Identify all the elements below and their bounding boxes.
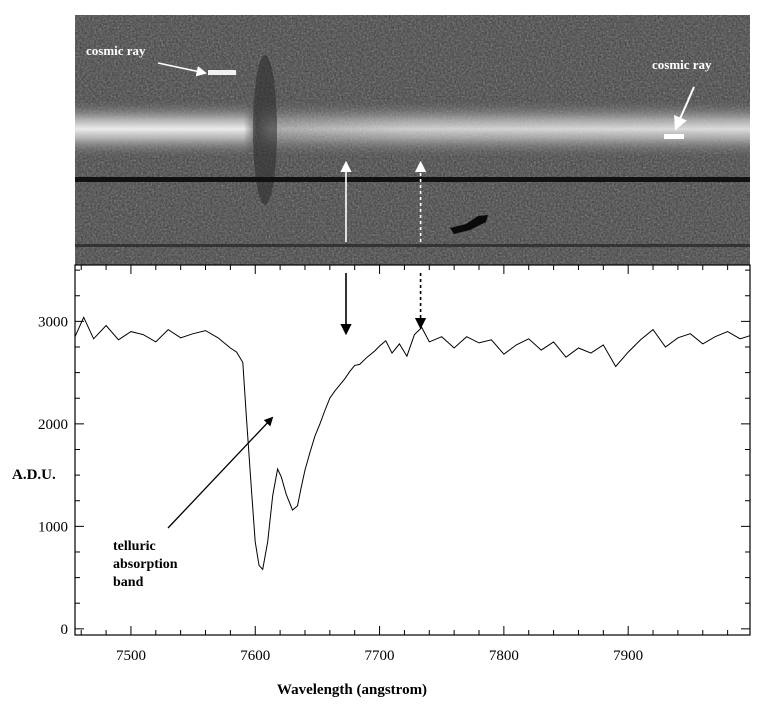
telluric-line-3: band	[113, 575, 144, 590]
x-tick-label: 7900	[613, 648, 643, 664]
cosmic-ray-left	[208, 70, 236, 75]
y-tick-label: 1000	[38, 519, 68, 535]
dark-row-line	[75, 177, 750, 182]
y-axis-title: A.D.U.	[12, 467, 56, 483]
telluric-arrow	[167, 416, 274, 529]
spectrum-trace-band	[75, 98, 750, 160]
spectrum-series-line	[74, 316, 751, 571]
y-axis-ticks	[75, 269, 750, 630]
dark-row-line-faint	[75, 244, 750, 247]
y-tick-label: 2000	[38, 417, 68, 433]
x-tick-label: 7500	[116, 648, 146, 664]
telluric-dark-column	[253, 55, 277, 205]
cosmic-ray-right-label: cosmic ray	[652, 57, 712, 72]
x-axis-tick-labels: 7500 7600 7700 7800 7900	[116, 648, 643, 664]
x-tick-label: 7800	[489, 648, 519, 664]
dark-blob	[450, 215, 488, 234]
spectrum-image-panel: cosmic ray cosmic ray	[75, 15, 750, 265]
cosmic-ray-left-arrow	[157, 62, 208, 77]
telluric-line-1: telluric	[113, 539, 156, 554]
x-tick-label: 7600	[240, 648, 270, 664]
y-tick-label: 0	[61, 622, 69, 638]
y-axis-tick-labels: 0 1000 2000 3000	[38, 314, 68, 637]
x-axis-ticks	[80, 265, 729, 635]
x-axis-title: Wavelength (angstrom)	[277, 682, 427, 698]
telluric-line-2: absorption	[113, 557, 178, 572]
cosmic-ray-right	[664, 134, 684, 139]
y-tick-label: 3000	[38, 314, 68, 330]
x-tick-label: 7700	[365, 648, 395, 664]
cosmic-ray-right-arrow	[674, 86, 695, 131]
plot-frame	[74, 264, 751, 636]
spectrum-plot-panel: 7500 7600 7700 7800 7900 0 1000 2000 3000 tellu…	[12, 264, 751, 698]
cosmic-ray-left-label: cosmic ray	[86, 43, 146, 58]
telluric-annotation: telluric absorption band	[113, 539, 181, 590]
